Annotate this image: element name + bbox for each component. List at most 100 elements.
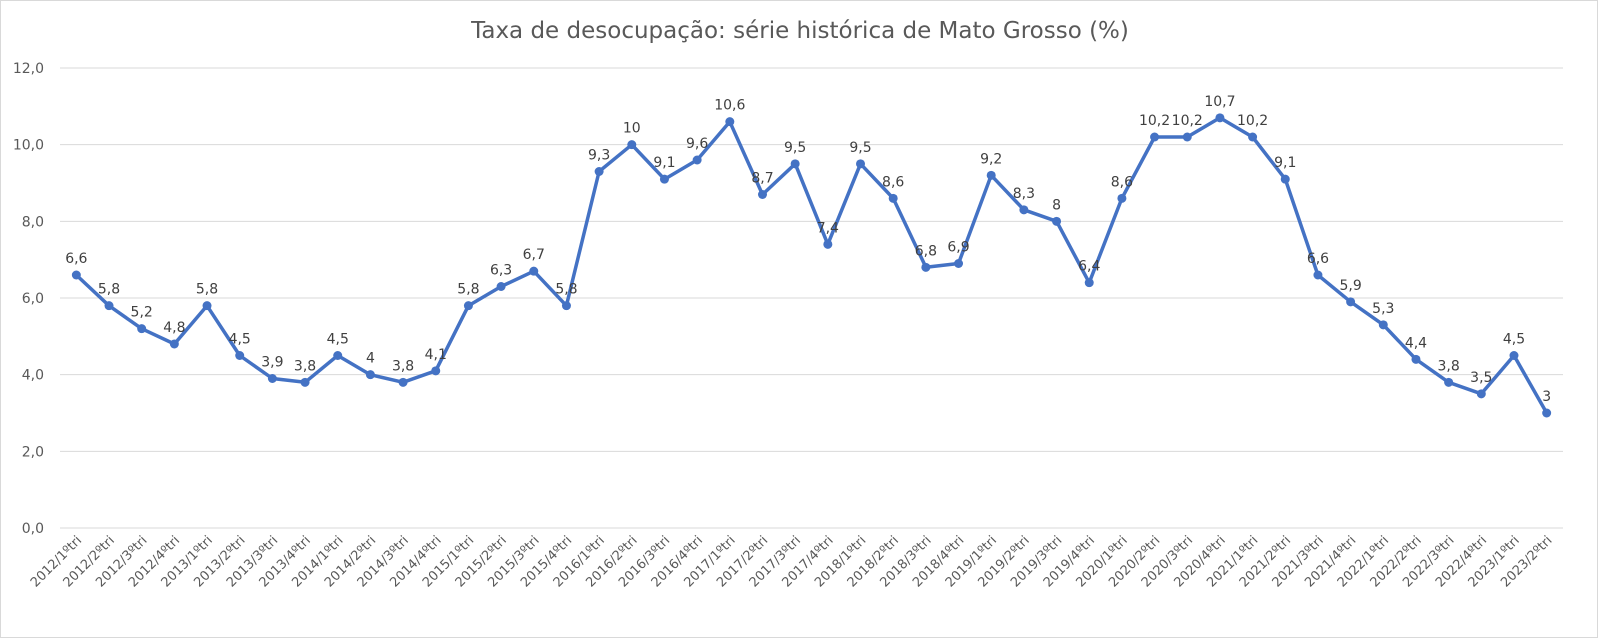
data-label: 6,4 (1078, 259, 1100, 275)
y-tick-label: 6,0 (22, 291, 44, 307)
data-point (431, 366, 441, 376)
data-label: 4,1 (425, 347, 447, 363)
data-label: 9,3 (588, 148, 610, 164)
data-point (954, 259, 964, 268)
data-label: 5,8 (457, 282, 479, 298)
data-point (1476, 389, 1486, 399)
data-label: 8,7 (751, 171, 773, 187)
data-label: 3,8 (392, 358, 414, 374)
data-point (529, 266, 539, 276)
data-point (790, 159, 800, 169)
data-point (202, 301, 212, 311)
data-label: 3 (1542, 389, 1551, 405)
data-point (1182, 132, 1192, 142)
data-label: 5,8 (555, 282, 577, 298)
data-point (1052, 216, 1062, 226)
data-label: 9,1 (1274, 155, 1296, 171)
data-point (365, 370, 375, 380)
y-tick-label: 10,0 (13, 138, 44, 154)
data-point (235, 351, 245, 360)
data-point (71, 270, 81, 280)
data-label: 5,8 (196, 282, 218, 298)
data-label: 8,6 (1111, 174, 1133, 190)
data-label: 10 (623, 121, 641, 137)
y-tick-label: 2,0 (22, 444, 44, 460)
data-label: 9,6 (686, 136, 708, 152)
data-label: 4,4 (1405, 335, 1427, 351)
data-label: 4 (366, 351, 375, 367)
data-label: 8,3 (1013, 186, 1035, 202)
data-label: 9,5 (849, 140, 871, 156)
series-line (74, 116, 1549, 415)
data-point (659, 174, 669, 184)
data-label: 6,6 (1307, 251, 1329, 267)
data-label: 8,6 (882, 174, 904, 190)
data-point (1346, 297, 1356, 307)
data-label: 10,6 (714, 98, 745, 114)
data-point (1411, 354, 1421, 364)
data-label: 3,8 (294, 358, 316, 374)
data-point (169, 339, 179, 349)
data-label: 5,2 (131, 305, 153, 321)
data-label: 6,9 (947, 240, 969, 256)
data-label: 7,4 (817, 220, 839, 236)
data-point (1215, 113, 1225, 123)
data-label: 10,2 (1237, 113, 1268, 129)
data-label: 9,5 (784, 140, 806, 156)
data-point (1117, 193, 1127, 203)
data-point (1313, 270, 1323, 280)
y-tick-label: 0,0 (22, 521, 44, 537)
data-point (921, 262, 931, 272)
data-label: 6,7 (523, 247, 545, 263)
data-point (1509, 351, 1519, 360)
data-point (692, 155, 702, 165)
data-point (725, 117, 735, 127)
data-point (333, 351, 343, 360)
data-point (888, 193, 898, 203)
y-tick-label: 4,0 (22, 368, 44, 384)
data-point (137, 324, 147, 334)
data-label: 3,8 (1438, 358, 1460, 374)
data-label: 8 (1052, 197, 1061, 213)
data-label: 4,5 (1503, 332, 1525, 348)
data-label: 10,2 (1172, 113, 1203, 129)
y-tick-label: 8,0 (22, 214, 44, 230)
data-point (104, 301, 114, 311)
data-label: 4,5 (327, 332, 349, 348)
data-point (856, 159, 866, 169)
data-point (496, 282, 506, 291)
gridlines (60, 67, 1563, 529)
data-point (594, 167, 604, 176)
data-point (1378, 320, 1388, 330)
data-point (1248, 132, 1258, 142)
data-label: 4,8 (163, 320, 185, 336)
y-axis-ticks: 0,0 2,0 4,0 6,0 8,0 10,0 12,0 (13, 61, 44, 537)
data-point (561, 301, 571, 311)
data-label: 10,2 (1139, 113, 1170, 129)
data-label: 5,3 (1372, 301, 1394, 317)
data-labels: 6,6 5,8 5,2 4,8 5,8 4,5 3,9 3,8 4,5 4 3,8 4,1 5,8 6,3… (65, 94, 1551, 405)
data-label: 4,5 (229, 332, 251, 348)
data-point (1280, 174, 1290, 184)
data-point (986, 170, 996, 180)
data-point (300, 377, 310, 387)
data-label: 9,1 (653, 155, 675, 171)
data-label: 10,7 (1204, 94, 1235, 110)
x-axis-ticks: 2012/1ºtri2012/2ºtri2012/3ºtri2012/4ºtri… (28, 533, 1556, 590)
y-tick-label: 12,0 (13, 61, 44, 77)
data-label: 3,5 (1470, 370, 1492, 386)
data-point (1542, 408, 1552, 418)
data-label: 6,8 (915, 243, 937, 259)
data-label: 5,9 (1339, 278, 1361, 294)
data-point (823, 239, 833, 249)
data-label: 6,3 (490, 263, 512, 279)
data-point (1150, 132, 1160, 142)
data-label: 5,8 (98, 282, 120, 298)
data-point (267, 374, 277, 383)
data-point (627, 140, 637, 150)
data-label: 9,2 (980, 151, 1002, 167)
data-label: 6,6 (65, 251, 87, 267)
data-point (1019, 205, 1029, 215)
